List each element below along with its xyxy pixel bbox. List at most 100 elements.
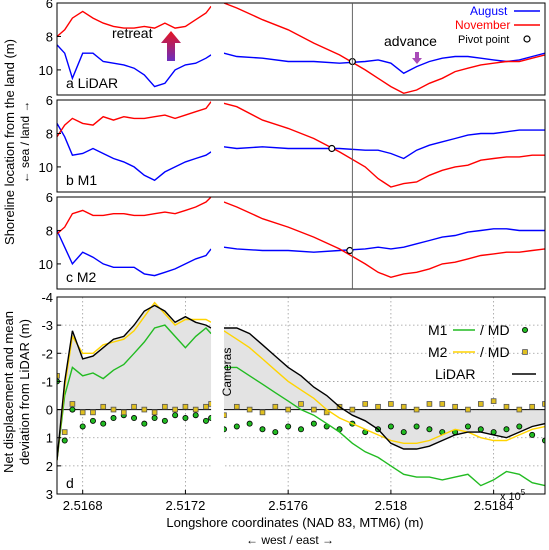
panel-1-august-line-west — [57, 123, 212, 182]
panel-d-md-m1-point — [246, 420, 253, 427]
panel-d-md-m2-point — [233, 403, 240, 410]
legend-d-m1-md-marker — [522, 326, 529, 333]
panel-d-md-m1-point — [387, 423, 394, 430]
panel-d-md-m2-point — [285, 406, 291, 413]
panel-2-label: c M2 — [66, 269, 97, 285]
panel-d-md-m1-point — [464, 423, 471, 430]
panel-d-md-m2-point — [151, 409, 158, 416]
panel-1-november-line-east — [223, 102, 545, 188]
panel-2-november-line-west — [57, 197, 212, 235]
panel-d-lidar-line-west — [57, 304, 212, 461]
panel-0-august-line-east — [223, 52, 545, 75]
panel-d-md-m1-point — [182, 415, 189, 422]
panel-d-md-m2-point — [413, 406, 420, 413]
panel-d-xtick-label: 2.5172 — [166, 498, 206, 513]
panel-d-md-m1-point — [297, 426, 304, 433]
panel-d-lidar-fill-west — [57, 305, 212, 461]
panel-d-md-m2-point — [452, 403, 458, 410]
panel-d-md-m2-point — [131, 403, 137, 410]
panel-d-md-m1-point — [69, 406, 76, 413]
legend-d-m1-label: M1 — [428, 322, 448, 338]
panel-d-md-m2-point — [349, 406, 356, 413]
panel-0-plot — [57, 3, 545, 95]
panel-d-md-m1-point — [310, 420, 317, 427]
panel-d-md-m1-point — [233, 423, 240, 430]
annotation-advance: advance — [384, 33, 437, 49]
panel-d-md-m1-point — [477, 426, 484, 433]
panel-d-md-m2-point — [246, 406, 253, 413]
panel-d-md-m2-point — [490, 398, 497, 404]
panel-d-label: d — [66, 475, 74, 491]
panel-d-md-m1-point — [202, 417, 209, 424]
panel-d-md-m1-point — [516, 423, 523, 430]
panel-d-md-m2-point — [192, 406, 199, 413]
panel-0-frame — [56, 2, 546, 96]
panel-0-november-line-west — [57, 5, 212, 38]
panel-d-lidar-line-east — [223, 327, 545, 450]
panel-d-md-m2-point — [182, 403, 189, 410]
panel-d-md-m2-point — [259, 409, 266, 416]
panel-d-md-m2-point — [172, 406, 178, 413]
xlabel-direction: ← west / east → — [246, 533, 334, 547]
panel-1-gap — [211, 100, 224, 192]
panel-0-november-line-east — [223, 3, 545, 95]
annotation-cameras: Cameras — [220, 348, 234, 397]
panel-d-md-m1-point — [400, 429, 407, 436]
panel-d-md-m2-point — [400, 403, 407, 410]
panel-1-pivot-point — [328, 144, 336, 153]
panel-d-m1-line-west — [57, 324, 212, 461]
panel-2-frame — [56, 196, 546, 290]
legend-d-m2-md-marker — [522, 349, 528, 355]
panel-d-md-m2-point — [439, 401, 446, 407]
panel-d-md-m2-point — [477, 401, 484, 407]
panel-d-xtick-label: 2.5184 — [474, 498, 514, 513]
panel-2-pivot-point — [346, 246, 354, 255]
panel-0-ytick-label: 10 — [39, 63, 53, 78]
panel-d-md-m1-point — [89, 417, 96, 424]
legend-d-lidar-label: LiDAR — [435, 366, 475, 382]
panel-d-md-m2-point — [110, 406, 117, 413]
panel-d-md-m1-point — [172, 412, 179, 419]
panel-2-ytick-label: 6 — [46, 190, 53, 205]
panel-d-md-m2-point — [362, 401, 369, 407]
legend-august-label: August — [470, 4, 508, 18]
panel-2-gap — [211, 197, 224, 289]
panel-d-lidar-fill-east — [223, 328, 545, 449]
panel-1-label: b M1 — [66, 172, 97, 188]
panel-d-md-m1-point — [529, 431, 536, 438]
panel-3-frame — [56, 296, 546, 495]
panel-1-august-line-east — [223, 129, 545, 160]
panel-3-plot — [57, 297, 545, 494]
panel-d-md-m1-point — [100, 420, 107, 427]
panel-1-plot — [57, 101, 545, 188]
panel-d-md-m2-point — [100, 403, 107, 410]
advance-arrow — [412, 52, 422, 64]
panel-d-ytick-label: -3 — [41, 318, 53, 333]
panel-d-m2-line-east — [223, 330, 545, 444]
panel-d-md-m1-point — [542, 437, 545, 444]
panel-d-md-m1-point — [285, 423, 292, 430]
legend-d-m2-label: M2 — [428, 344, 448, 360]
panel-0-august-line-west — [57, 44, 212, 88]
panel-d-md-m1-point — [151, 415, 158, 422]
panel-0-ytick-label: 6 — [46, 0, 53, 11]
panel-0-gap — [211, 3, 224, 95]
legend-pivot-marker — [523, 35, 531, 43]
panel-d-md-m2-point — [203, 403, 209, 410]
panel-d-md-m1-point — [110, 415, 117, 422]
panel-d-xtick-label: 2.5176 — [268, 498, 308, 513]
panel-d-md-m2-point — [79, 409, 86, 416]
panel-d-md-m2-point — [61, 429, 68, 435]
panel-d-md-m2-point — [388, 401, 394, 407]
panel-d-md-m1-point — [61, 437, 68, 444]
panel-d-md-m2-point — [141, 406, 148, 413]
legend-pivot-label: Pivot point — [458, 34, 509, 46]
panel-d-md-m2-point — [375, 403, 381, 410]
panel-d-md-m2-point — [272, 403, 279, 410]
panel-d-md-m2-point — [298, 401, 304, 407]
panel-d-md-m1-point — [161, 417, 168, 424]
panel-d-xtick-label: 2.518 — [375, 498, 408, 513]
panel-1-november-line-west — [57, 101, 212, 138]
panel-d-md-m2-point — [529, 403, 535, 410]
